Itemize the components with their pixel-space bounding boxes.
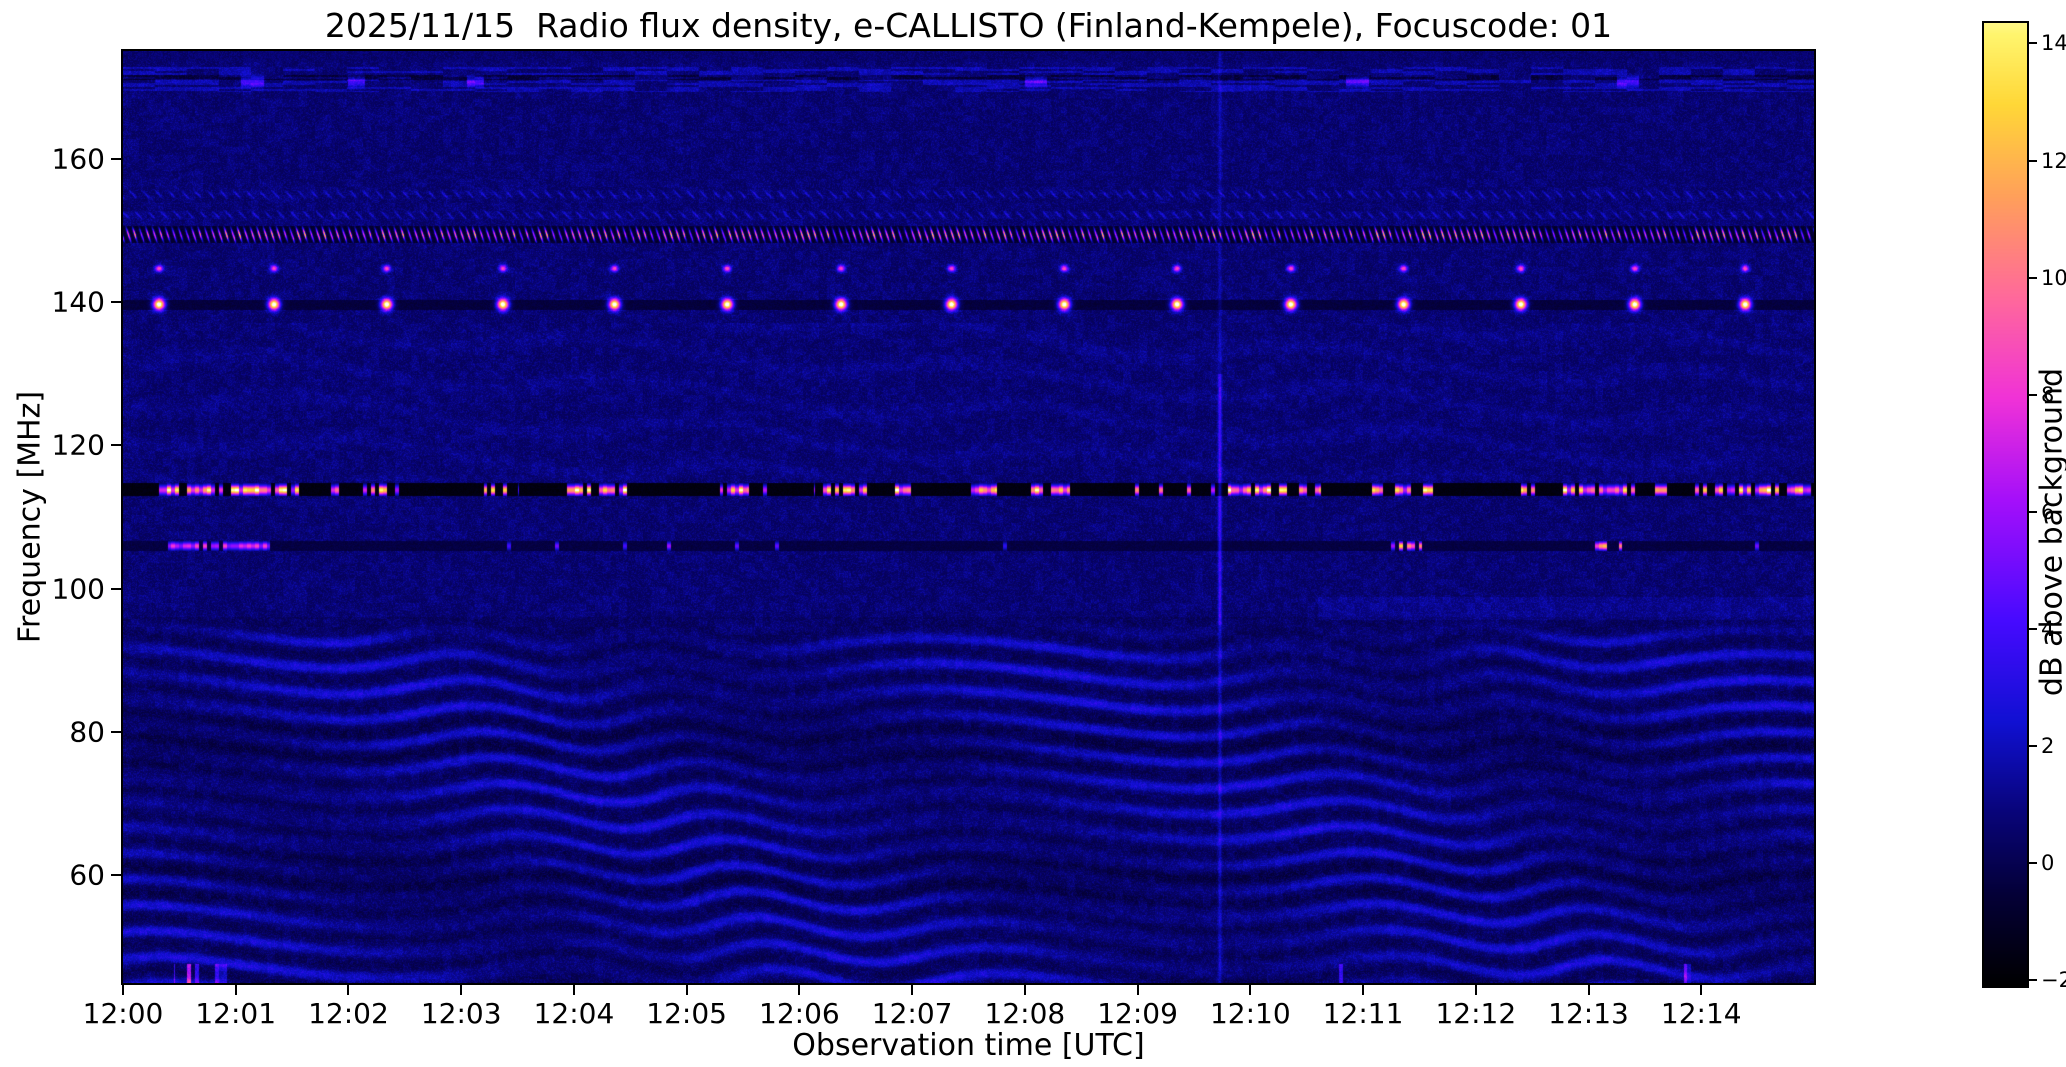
x-tick-label: 12:13 [1548, 997, 1629, 1030]
colorbar-tick-mark [2029, 979, 2037, 982]
spectrogram-canvas [123, 51, 1814, 983]
colorbar-tick-label: 4 [2041, 616, 2055, 641]
colorbar-tick-label: 2 [2041, 733, 2055, 758]
colorbar-tick-label: 12 [2041, 148, 2066, 173]
x-tick-mark [911, 985, 914, 995]
x-tick-mark [347, 985, 350, 995]
x-tick-mark [1249, 985, 1252, 995]
x-tick-label: 12:07 [871, 997, 953, 1030]
colorbar-tick-mark [2029, 627, 2037, 630]
y-tick-label: 80 [69, 715, 105, 749]
y-tick-mark [111, 731, 121, 734]
x-tick-label: 12:14 [1660, 997, 1742, 1030]
y-tick-mark [111, 300, 121, 303]
colorbar-tick-mark [2029, 393, 2037, 396]
x-tick-label: 12:06 [759, 997, 840, 1030]
colorbar-canvas [1984, 23, 2027, 986]
colorbar-tick-mark [2029, 276, 2037, 279]
y-tick-mark [111, 157, 121, 160]
x-tick-mark [798, 985, 801, 995]
x-tick-mark [1136, 985, 1139, 995]
colorbar-tick-mark [2029, 159, 2037, 162]
colorbar-tick-label: 10 [2041, 265, 2066, 290]
colorbar-tick-label: 8 [2041, 382, 2055, 407]
x-tick-label: 12:11 [1322, 997, 1404, 1030]
colorbar-tick-mark [2029, 42, 2037, 45]
x-axis-label: Observation time [UTC] [792, 1028, 1145, 1063]
colorbar-frame [1982, 21, 2029, 988]
x-tick-mark [1023, 985, 1026, 995]
y-tick-label: 100 [51, 572, 105, 606]
y-tick-label: 140 [51, 285, 105, 319]
y-tick-mark [111, 587, 121, 590]
colorbar-tick-label: 6 [2041, 499, 2055, 524]
y-tick-mark [111, 874, 121, 877]
y-tick-label: 120 [51, 428, 105, 462]
x-tick-mark [1700, 985, 1703, 995]
x-tick-mark [234, 985, 237, 995]
y-axis-label: Frequency [MHz] [12, 390, 48, 644]
colorbar-tick-mark [2029, 862, 2037, 865]
x-tick-label: 12:00 [82, 997, 164, 1030]
colorbar-tick-label: 0 [2041, 851, 2055, 876]
x-tick-mark [572, 985, 575, 995]
x-tick-label: 12:10 [1209, 997, 1291, 1030]
x-tick-label: 12:05 [646, 997, 728, 1030]
colorbar-tick-mark [2029, 744, 2037, 747]
chart-title: 2025/11/15 Radio flux density, e-CALLIST… [324, 6, 1613, 45]
y-tick-label: 60 [69, 858, 105, 892]
colorbar-tick-label: −2 [2041, 968, 2066, 993]
x-tick-mark [122, 985, 124, 995]
y-tick-label: 160 [51, 142, 105, 176]
x-tick-label: 12:01 [195, 997, 277, 1030]
y-tick-mark [111, 444, 121, 447]
x-tick-label: 12:02 [308, 997, 389, 1030]
x-tick-mark [460, 985, 463, 995]
x-tick-mark [1362, 985, 1365, 995]
x-tick-mark [1474, 985, 1477, 995]
x-tick-mark [685, 985, 688, 995]
plot-frame [121, 49, 1816, 985]
x-tick-label: 12:04 [533, 997, 615, 1030]
x-tick-mark [1587, 985, 1590, 995]
x-tick-label: 12:08 [984, 997, 1066, 1030]
colorbar-label: dB above background [2034, 367, 2066, 697]
colorbar-tick-mark [2029, 510, 2037, 513]
x-tick-label: 12:03 [420, 997, 502, 1030]
colorbar-tick-label: 14 [2041, 31, 2066, 56]
x-tick-label: 12:09 [1097, 997, 1178, 1030]
x-tick-label: 12:12 [1435, 997, 1517, 1030]
